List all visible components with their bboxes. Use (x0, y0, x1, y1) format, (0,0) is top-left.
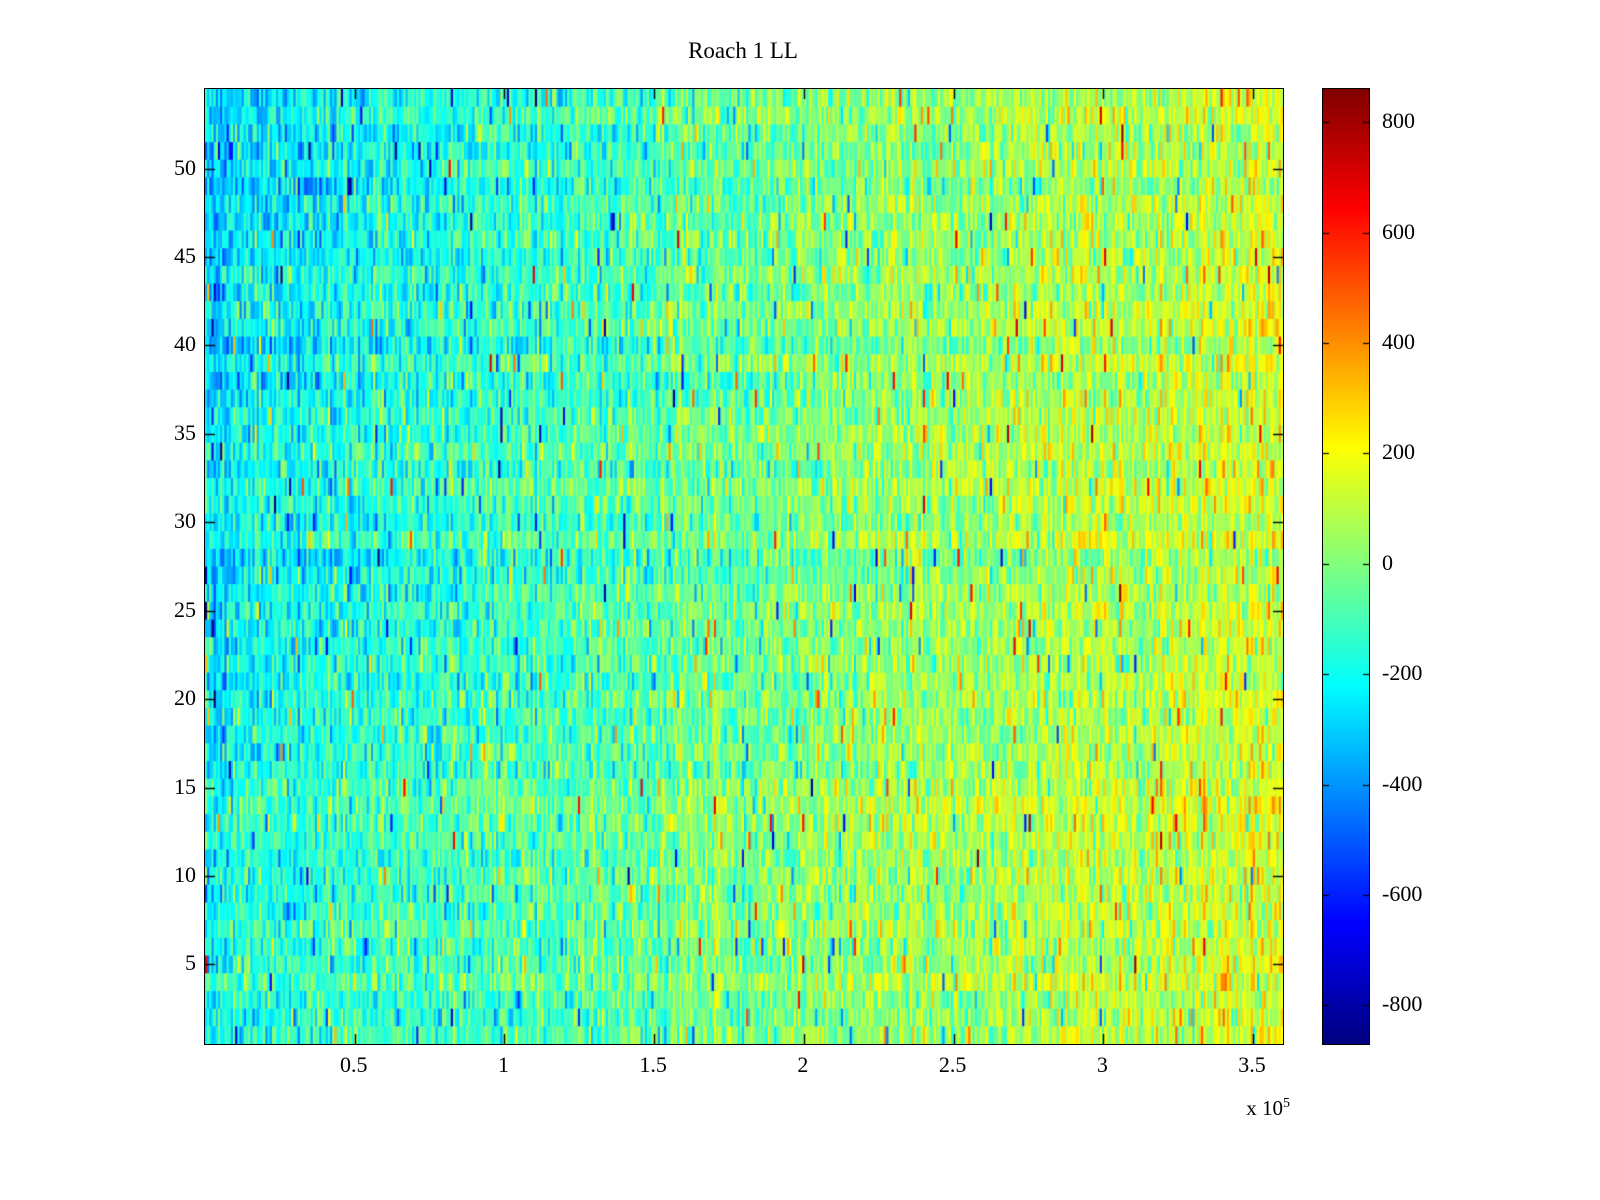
x-axis-multiplier-exponent: 5 (1283, 1096, 1290, 1111)
y-tick-label: 15 (174, 773, 196, 799)
colorbar-tick-label: 800 (1382, 108, 1415, 134)
x-axis-multiplier-prefix: x 10 (1246, 1096, 1283, 1120)
x-axis-multiplier: x 105 (1180, 1096, 1290, 1121)
heatmap-plot (205, 89, 1283, 1044)
colorbar-gradient (1323, 89, 1369, 1044)
y-tick-label: 30 (174, 508, 196, 534)
colorbar-tick-label: -600 (1382, 880, 1423, 906)
y-tick-label: 25 (174, 596, 196, 622)
chart-title: Roach 1 LL (688, 38, 798, 63)
y-tick-label: 40 (174, 331, 196, 357)
x-tick-label: 2 (797, 1052, 809, 1077)
y-tick-label: 10 (174, 861, 196, 887)
x-tick-label: 1.5 (639, 1052, 667, 1077)
y-tick-label: 20 (174, 685, 196, 711)
x-tick-label: 1 (497, 1052, 509, 1077)
colorbar-tick-label: 200 (1382, 439, 1415, 465)
colorbar-tick-label: -800 (1382, 991, 1423, 1017)
colorbar-tick-label: -200 (1382, 660, 1423, 686)
colorbar-tick-label: 600 (1382, 218, 1415, 244)
colorbar-tick-label: -400 (1382, 770, 1423, 796)
colorbar-tick-label: 0 (1382, 549, 1393, 575)
colorbar (1322, 88, 1370, 1045)
x-tick-label: 2.5 (938, 1052, 967, 1077)
y-tick-label: 35 (174, 419, 196, 445)
y-tick-label: 5 (185, 950, 196, 976)
y-tick-label: 50 (174, 154, 196, 180)
plot-area (204, 88, 1284, 1045)
x-tick-label: 0.5 (339, 1052, 368, 1077)
colorbar-tick-label: 400 (1382, 328, 1415, 354)
y-tick-label: 45 (174, 243, 196, 268)
x-tick-label: 3.5 (1238, 1052, 1266, 1077)
x-tick-label: 3 (1096, 1052, 1108, 1077)
